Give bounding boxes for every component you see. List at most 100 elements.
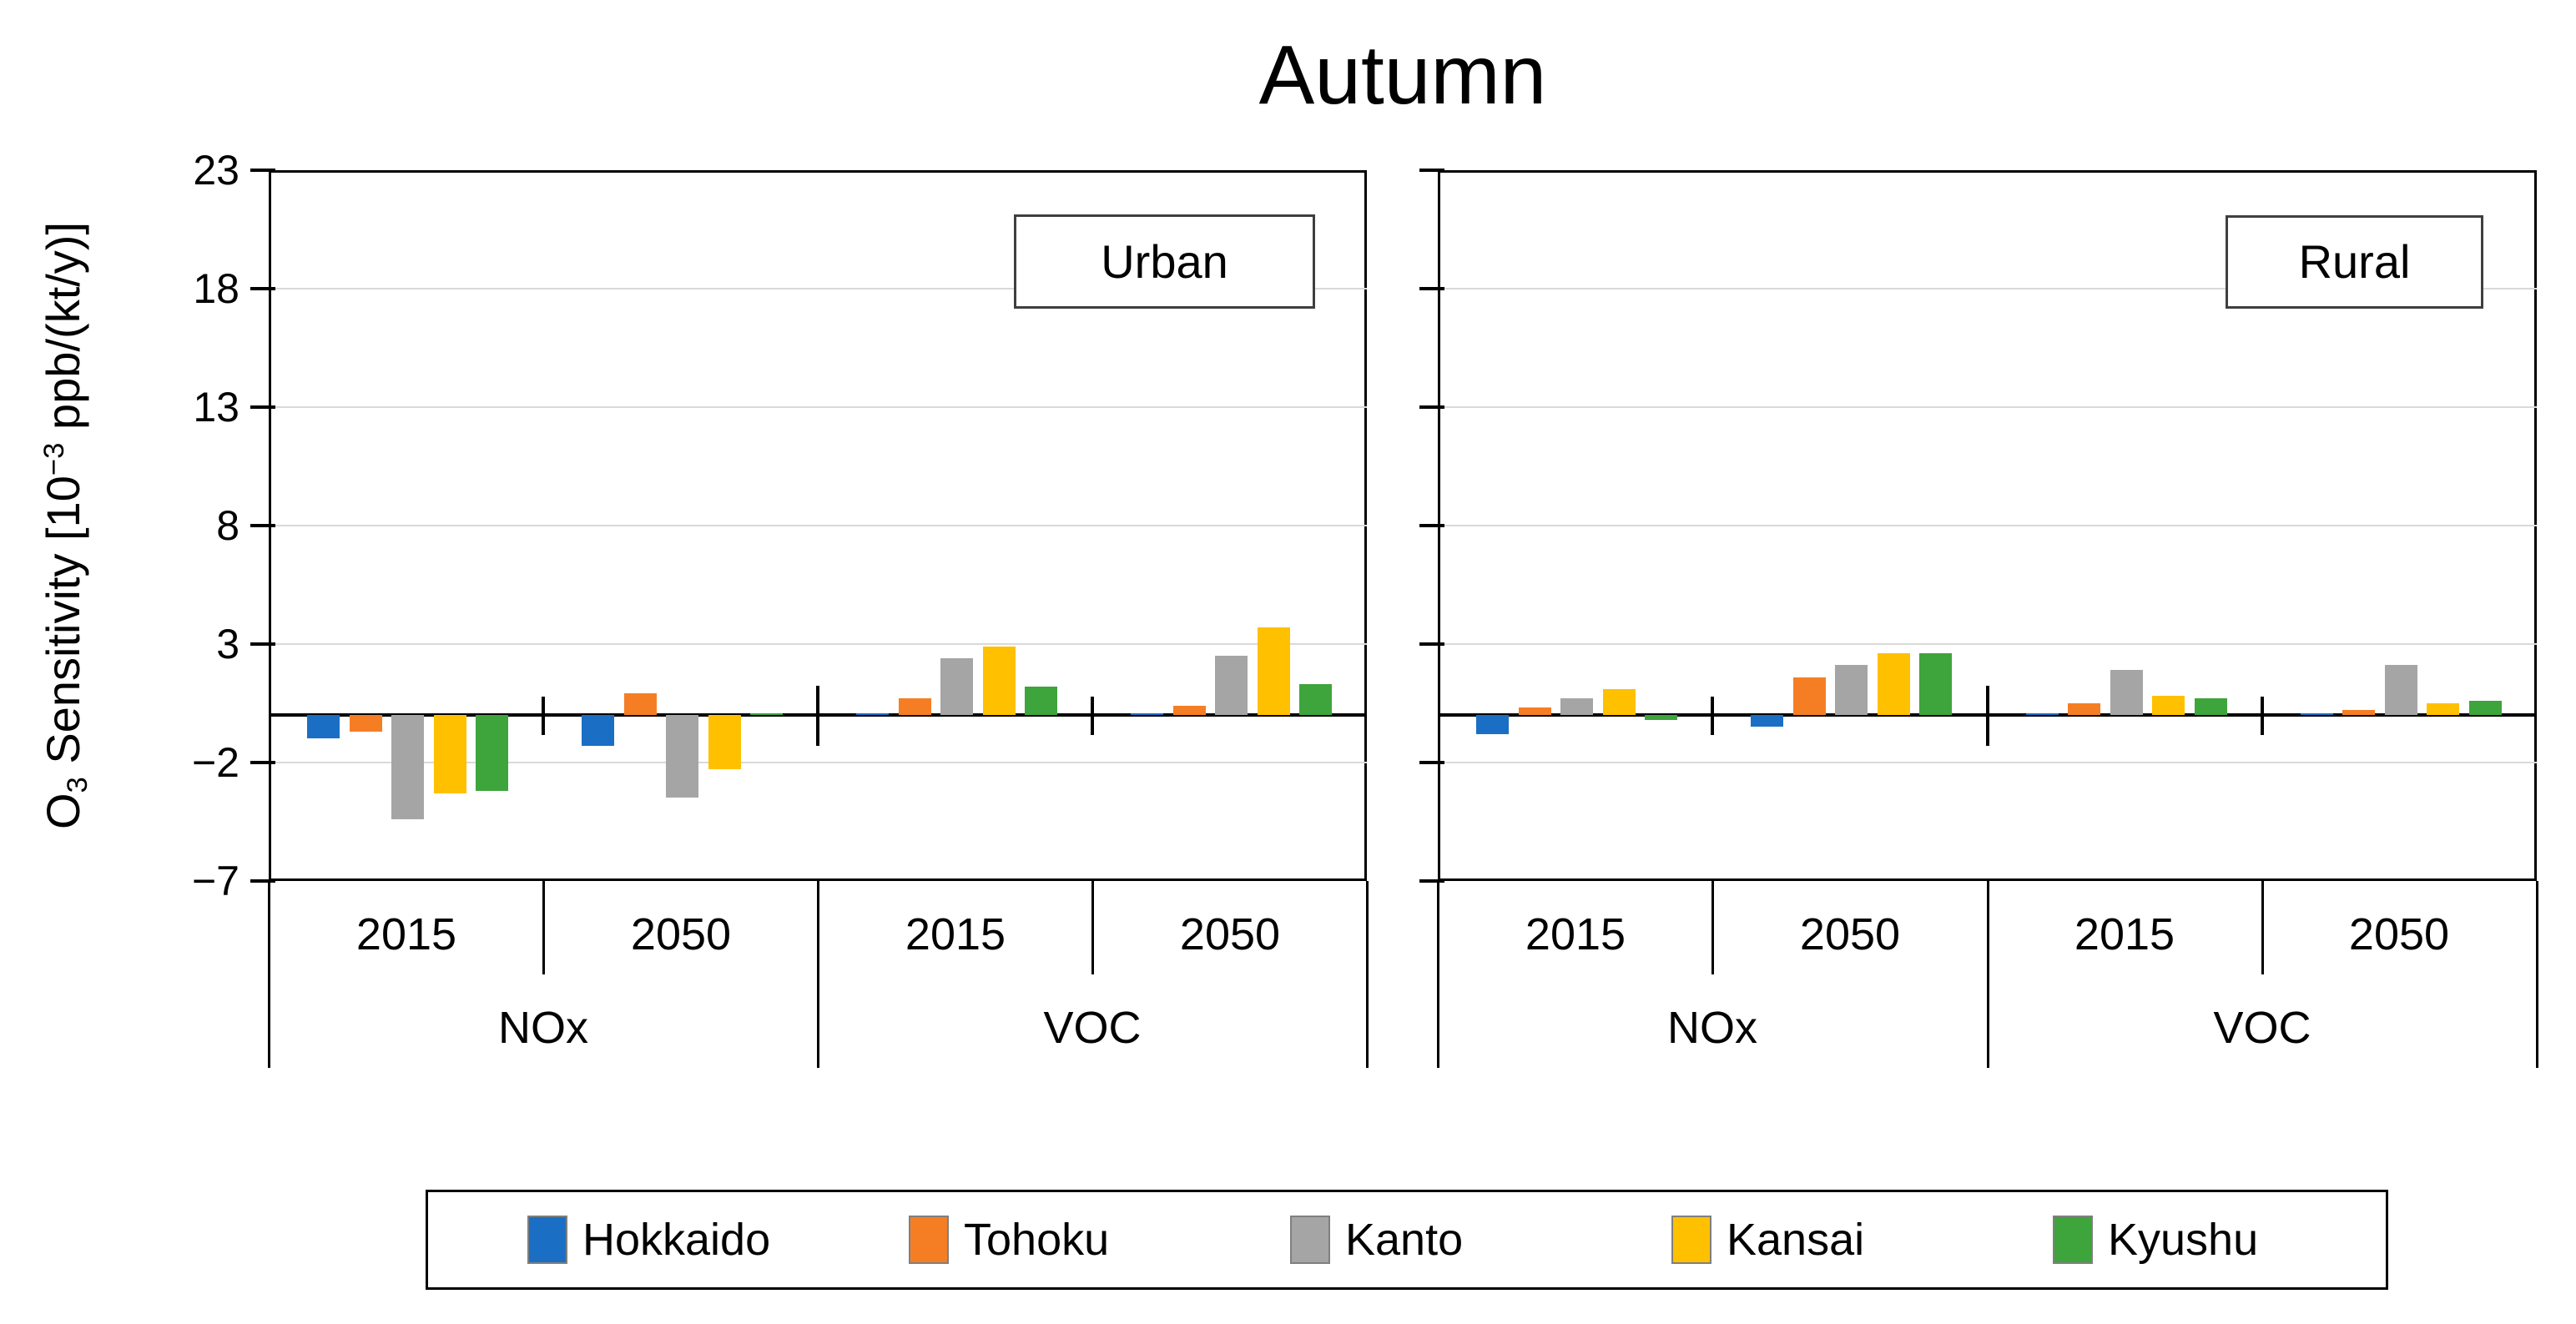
y-title-mid: Sensitivity [10	[37, 476, 90, 778]
y-tick-label-18: 18	[193, 265, 239, 312]
y-tick-urban-3	[250, 642, 275, 646]
bar-urban-voc-2050-hokkaido	[1131, 713, 1163, 715]
x-year-label-urban-1: 2050	[630, 909, 732, 959]
bar-rural-voc-2015-kansai	[2152, 696, 2185, 715]
bar-rural-nox-2050-kanto	[1835, 665, 1868, 715]
bar-urban-nox-2050-kyushu	[750, 713, 783, 715]
y-tick-rural--7	[1419, 879, 1444, 883]
y-axis-title: O3 Sensitivity [10−3 ppb/(kt/y)]	[36, 222, 94, 829]
cat-axis-line-rural-2	[1987, 881, 1989, 1068]
legend-swatch-kansai	[1671, 1216, 1711, 1264]
y-tick-rural-3	[1419, 642, 1444, 646]
legend-label-kyushu: Kyushu	[2108, 1215, 2259, 1265]
x-year-label-urban-3: 2050	[1179, 909, 1281, 959]
bar-urban-voc-2050-kanto	[1215, 656, 1248, 715]
cat-axis-line-rural-1	[1711, 881, 1714, 974]
bar-urban-voc-2015-kyushu	[1025, 687, 1057, 715]
y-tick-label-3: 3	[216, 621, 239, 667]
y-tick-urban--7	[250, 879, 275, 883]
bar-urban-nox-2050-kanto	[666, 715, 698, 798]
y-tick-label--7: −7	[191, 858, 239, 904]
cat-axis-line-rural-0	[1437, 881, 1439, 1068]
y-tick-label-8: 8	[216, 502, 239, 549]
x-group-label-urban-nox: NOx	[498, 1003, 588, 1053]
bar-urban-nox-2050-hokkaido	[582, 715, 614, 746]
bar-urban-voc-2015-kanto	[940, 658, 973, 715]
gridline-rural-3	[1438, 643, 2537, 645]
legend-label-hokkaido: Hokkaido	[582, 1215, 771, 1265]
x-year-label-rural-1: 2050	[1799, 909, 1901, 959]
legend-label-kanto: Kanto	[1345, 1215, 1464, 1265]
y-tick-rural-8	[1419, 524, 1444, 527]
gridline-rural-8	[1438, 525, 2537, 526]
x-year-label-urban-2: 2015	[905, 909, 1006, 959]
gridline-urban--2	[269, 762, 1367, 763]
y-tick-rural-13	[1419, 405, 1444, 409]
bar-urban-voc-2050-kansai	[1258, 627, 1290, 715]
y-title-prefix: O	[37, 793, 90, 830]
legend-swatch-tohoku	[909, 1216, 949, 1264]
y-tick-urban-23	[250, 169, 275, 172]
panel-label-box-urban: Urban	[1014, 214, 1315, 309]
y-tick-label-23: 23	[193, 147, 239, 194]
y-tick-urban--2	[250, 761, 275, 764]
y-tick-urban-13	[250, 405, 275, 409]
panel-label-box-rural: Rural	[2226, 215, 2483, 309]
bar-urban-voc-2015-hokkaido	[856, 713, 889, 715]
zero-divider-urban-1	[542, 697, 545, 735]
bar-urban-nox-2015-kanto	[391, 715, 424, 819]
bar-rural-nox-2050-tohoku	[1793, 677, 1826, 715]
bar-urban-nox-2050-tohoku	[624, 693, 657, 715]
legend-label-kansai: Kansai	[1727, 1215, 1865, 1265]
cat-axis-line-urban-0	[268, 881, 270, 1068]
legend-label-tohoku: Tohoku	[964, 1215, 1110, 1265]
zero-divider-urban-2	[816, 686, 819, 746]
bar-rural-nox-2015-kyushu	[1645, 715, 1677, 720]
legend-swatch-kanto	[1290, 1216, 1330, 1264]
x-year-label-rural-2: 2015	[2074, 909, 2175, 959]
bar-urban-nox-2015-hokkaido	[307, 715, 340, 738]
y-tick-urban-8	[250, 524, 275, 527]
x-year-label-rural-0: 2015	[1525, 909, 1626, 959]
y-tick-rural-18	[1419, 287, 1444, 290]
zero-divider-rural-2	[1986, 686, 1989, 746]
zero-divider-rural-1	[1711, 697, 1714, 735]
bar-rural-voc-2050-kansai	[2427, 703, 2459, 715]
bar-urban-nox-2015-tohoku	[350, 715, 382, 732]
bar-rural-nox-2015-kanto	[1560, 698, 1593, 715]
cat-axis-line-rural-4	[2536, 881, 2538, 1068]
bar-urban-nox-2015-kansai	[434, 715, 466, 793]
bar-rural-voc-2050-kanto	[2385, 665, 2417, 715]
y-tick-label--2: −2	[191, 739, 239, 786]
cat-axis-line-urban-4	[1366, 881, 1369, 1068]
bar-rural-nox-2015-hokkaido	[1476, 715, 1509, 734]
bar-urban-voc-2050-tohoku	[1173, 706, 1206, 715]
y-tick-rural-23	[1419, 169, 1444, 172]
legend-swatch-kyushu	[2053, 1216, 2093, 1264]
bar-rural-voc-2050-tohoku	[2342, 710, 2375, 715]
gridline-urban-3	[269, 643, 1367, 645]
bar-rural-nox-2015-tohoku	[1519, 707, 1551, 715]
gridline-urban-13	[269, 406, 1367, 408]
cat-axis-line-urban-3	[1091, 881, 1094, 974]
bar-urban-voc-2050-kyushu	[1299, 684, 1332, 715]
x-group-label-rural-nox: NOx	[1667, 1003, 1757, 1053]
y-title-subscript: 3	[61, 777, 93, 793]
bar-rural-voc-2015-tohoku	[2068, 703, 2100, 715]
bar-urban-nox-2050-kansai	[708, 715, 741, 769]
gridline-urban-8	[269, 525, 1367, 526]
bar-rural-voc-2050-hokkaido	[2301, 713, 2333, 715]
y-title-suffix: ppb/(kt/y)]	[37, 221, 90, 443]
gridline-rural-18	[1438, 288, 2537, 289]
zero-divider-urban-3	[1091, 697, 1094, 735]
bar-rural-nox-2050-kyushu	[1919, 653, 1952, 715]
cat-axis-line-urban-1	[542, 881, 545, 974]
chart-title: Autumn	[1258, 28, 1547, 122]
bar-rural-voc-2015-kyushu	[2195, 698, 2227, 715]
bar-rural-voc-2050-kyushu	[2469, 701, 2502, 715]
bar-rural-nox-2015-kansai	[1603, 689, 1636, 715]
legend-box: Hokkaido Tohoku Kanto Kansai Kyushu	[426, 1190, 2388, 1290]
x-year-label-urban-0: 2015	[355, 909, 457, 959]
legend-swatch-hokkaido	[527, 1216, 567, 1264]
